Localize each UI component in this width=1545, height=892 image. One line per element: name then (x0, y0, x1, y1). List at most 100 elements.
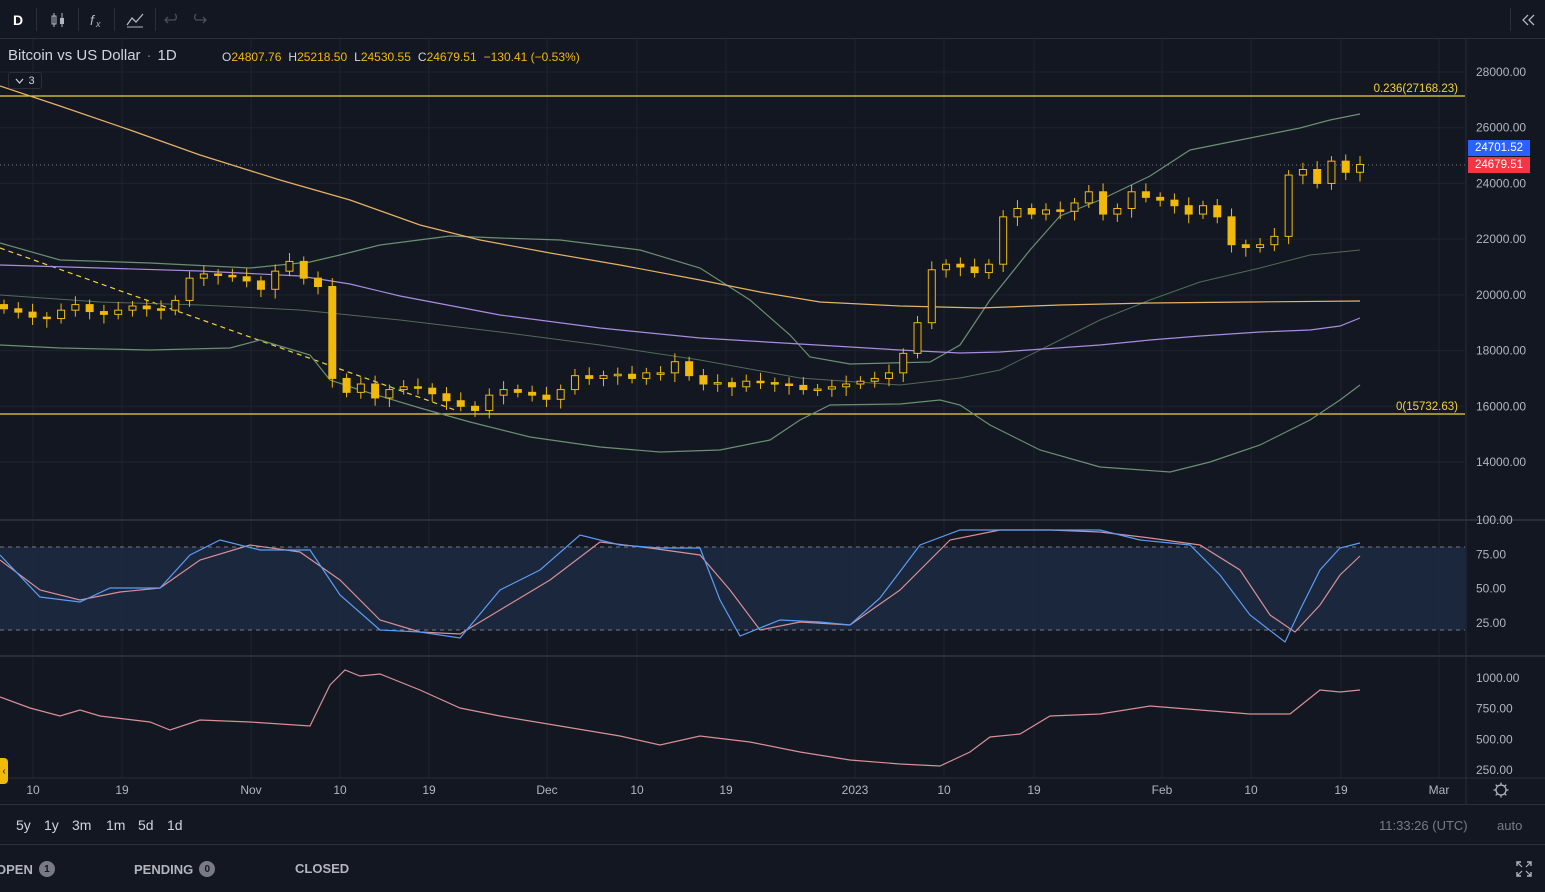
candle-body[interactable] (842, 383, 851, 388)
candle-body[interactable] (770, 382, 779, 385)
candle-body[interactable] (1341, 160, 1350, 173)
candle-body[interactable] (942, 263, 951, 271)
candle-body[interactable] (556, 389, 565, 400)
candle-body[interactable] (399, 386, 408, 391)
chart-area[interactable]: 0.236(27168.23) 0(15732.63) 10 19 Nov 10 19 D… (0, 39, 1545, 804)
candle-body[interactable] (1170, 199, 1179, 207)
candle-body[interactable] (913, 322, 922, 354)
candle-body[interactable] (371, 383, 380, 399)
candle-body[interactable] (570, 375, 579, 391)
candle-body[interactable] (199, 273, 208, 279)
candle-body[interactable] (1198, 205, 1207, 215)
symbol-interval[interactable]: 1D (157, 47, 177, 64)
candle-body[interactable] (542, 394, 551, 400)
candle-body[interactable] (1298, 169, 1307, 176)
candle-body[interactable] (1027, 208, 1036, 215)
candle-body[interactable] (599, 375, 608, 379)
candle-body[interactable] (1156, 196, 1165, 201)
candle-body[interactable] (71, 304, 80, 311)
candle-body[interactable] (428, 387, 437, 395)
candle-body[interactable] (699, 375, 708, 385)
candle-body[interactable] (42, 316, 51, 320)
candle-body[interactable] (1213, 205, 1222, 218)
candle-body[interactable] (499, 389, 508, 396)
candle-body[interactable] (214, 273, 223, 276)
chart-canvas[interactable]: 0.236(27168.23) 0(15732.63) 10 19 Nov 10 19 D… (0, 39, 1545, 804)
candle-body[interactable] (28, 311, 37, 318)
candle-body[interactable] (271, 270, 280, 290)
candle-body[interactable] (1041, 209, 1050, 215)
candle-body[interactable] (670, 361, 679, 374)
candle-body[interactable] (970, 266, 979, 274)
candle-body[interactable] (356, 383, 365, 393)
candle-body[interactable] (1056, 209, 1065, 212)
tab-closed[interactable]: CLOSED (295, 861, 349, 876)
candle-body[interactable] (0, 304, 8, 310)
candle-body[interactable] (742, 380, 751, 388)
candle-body[interactable] (185, 277, 194, 301)
clock-label[interactable]: 11:33:26 (UTC) (1379, 818, 1468, 833)
candle-body[interactable] (456, 400, 465, 407)
candle-body[interactable] (157, 308, 166, 311)
symbol-legend[interactable]: Bitcoin vs US Dollar · 1D (8, 47, 177, 64)
candle-body[interactable] (1256, 244, 1265, 248)
side-panel-handle[interactable]: ‹ (0, 758, 8, 784)
candle-body[interactable] (114, 309, 123, 315)
indicator-templates-icon[interactable] (121, 6, 149, 33)
double-chevron-left-icon[interactable] (1517, 6, 1539, 33)
candle-body[interactable] (1241, 244, 1250, 248)
candle-body[interactable] (756, 380, 765, 384)
candle-body[interactable] (413, 386, 422, 389)
candle-body[interactable] (1184, 205, 1193, 215)
candle-body[interactable] (471, 405, 480, 411)
candle-body[interactable] (1284, 174, 1293, 237)
auto-scale-toggle[interactable]: auto (1497, 818, 1523, 833)
candle-body[interactable] (628, 373, 637, 379)
interval-button[interactable]: D (12, 11, 24, 28)
range-3m-button[interactable]: 3m (72, 817, 92, 833)
candle-body[interactable] (228, 274, 237, 278)
candle-body[interactable] (1084, 191, 1093, 204)
range-5y-button[interactable]: 5y (16, 817, 31, 833)
redo-icon[interactable] (189, 6, 209, 33)
candle-body[interactable] (785, 383, 794, 386)
candle-body[interactable] (685, 361, 694, 377)
candle-body[interactable] (14, 308, 23, 313)
candle-body[interactable] (1270, 235, 1279, 246)
candlestick-icon[interactable] (44, 6, 72, 33)
undo-icon[interactable] (162, 6, 182, 33)
candle-body[interactable] (956, 263, 965, 268)
candle-body[interactable] (642, 372, 651, 379)
candle-body[interactable] (142, 305, 151, 310)
candle-body[interactable] (1070, 202, 1079, 212)
candle-body[interactable] (1327, 160, 1336, 184)
candle-body[interactable] (442, 393, 451, 402)
candle-body[interactable] (1227, 216, 1236, 246)
candle-body[interactable] (299, 260, 308, 279)
candle-body[interactable] (528, 391, 537, 396)
candle-body[interactable] (57, 309, 66, 320)
candle-body[interactable] (85, 304, 94, 313)
candle-body[interactable] (513, 389, 522, 393)
candle-body[interactable] (884, 372, 893, 379)
candle-body[interactable] (856, 380, 865, 385)
candle-body[interactable] (1113, 208, 1122, 215)
candle-body[interactable] (799, 384, 808, 391)
tab-pending[interactable]: PENDING 0 (134, 861, 216, 877)
candle-body[interactable] (1141, 191, 1150, 198)
candle-body[interactable] (256, 280, 265, 290)
candle-body[interactable] (899, 352, 908, 374)
candle-body[interactable] (1099, 191, 1108, 215)
candle-body[interactable] (713, 382, 722, 385)
range-5d-button[interactable]: 5d (138, 817, 154, 833)
tab-open[interactable]: OPEN 1 (0, 861, 55, 877)
candle-body[interactable] (999, 216, 1008, 265)
symbol-name[interactable]: Bitcoin vs US Dollar (8, 47, 141, 64)
range-1y-button[interactable]: 1y (44, 817, 59, 833)
candle-body[interactable] (870, 377, 879, 382)
candle-body[interactable] (314, 277, 323, 287)
indicators-collapse-button[interactable]: 3 (8, 72, 42, 89)
candle-body[interactable] (328, 286, 337, 379)
candle-body[interactable] (242, 276, 251, 282)
